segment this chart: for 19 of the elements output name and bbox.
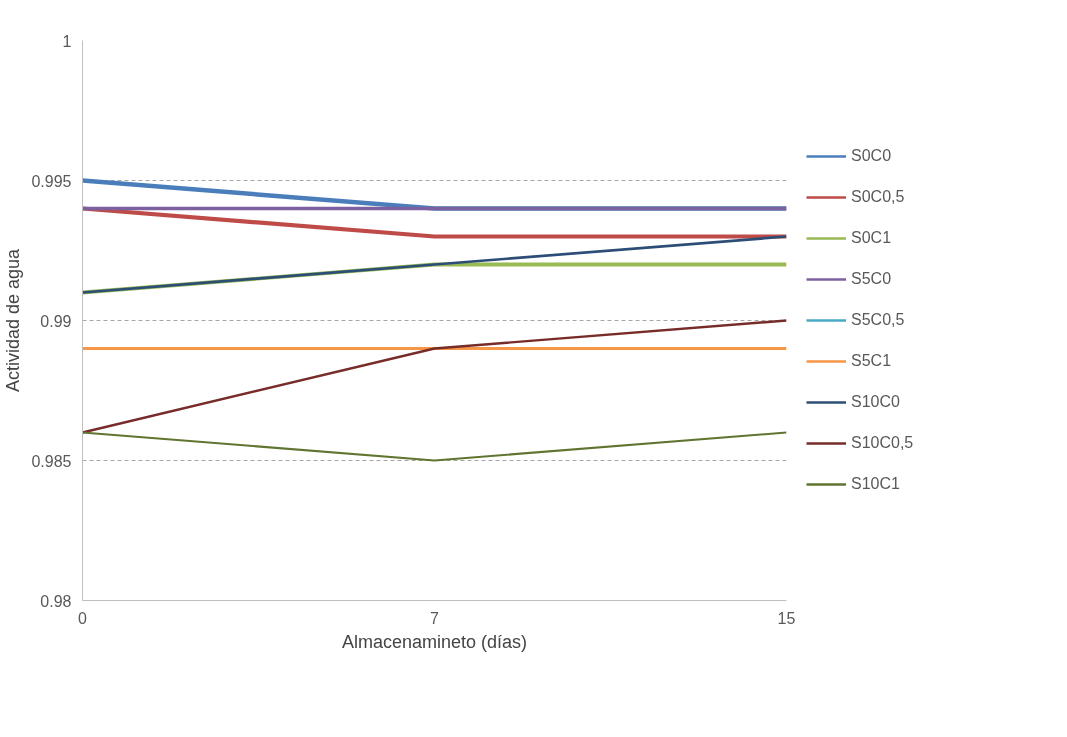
y-tick-label: 0.995 bbox=[31, 172, 72, 190]
y-tick-label: 0.99 bbox=[40, 312, 72, 330]
x-tick-label: 7 bbox=[430, 609, 440, 627]
legend-label: S5C1 bbox=[851, 351, 893, 371]
y-tick-label: 0.985 bbox=[31, 452, 72, 470]
y-tick-label: 0.98 bbox=[40, 592, 72, 610]
y-tick-label: 1 bbox=[62, 32, 72, 50]
legend-label: S10C1 bbox=[851, 474, 901, 494]
x-tick-label: 0 bbox=[78, 609, 88, 627]
x-tick-label: 15 bbox=[777, 609, 796, 627]
legend-label: S0C0 bbox=[851, 146, 893, 166]
legend-label: S0C1 bbox=[851, 228, 893, 248]
legend-label: S10C0,5 bbox=[851, 433, 915, 453]
legend-label: S10C0 bbox=[851, 392, 901, 412]
legend-label: S5C0 bbox=[851, 269, 893, 289]
y-axis-title: Actividad de agua bbox=[3, 247, 24, 393]
x-axis-title: Almacenamineto (días) bbox=[341, 631, 528, 652]
legend-label: S0C0,5 bbox=[851, 187, 906, 207]
legend-label: S5C0,5 bbox=[851, 310, 906, 330]
